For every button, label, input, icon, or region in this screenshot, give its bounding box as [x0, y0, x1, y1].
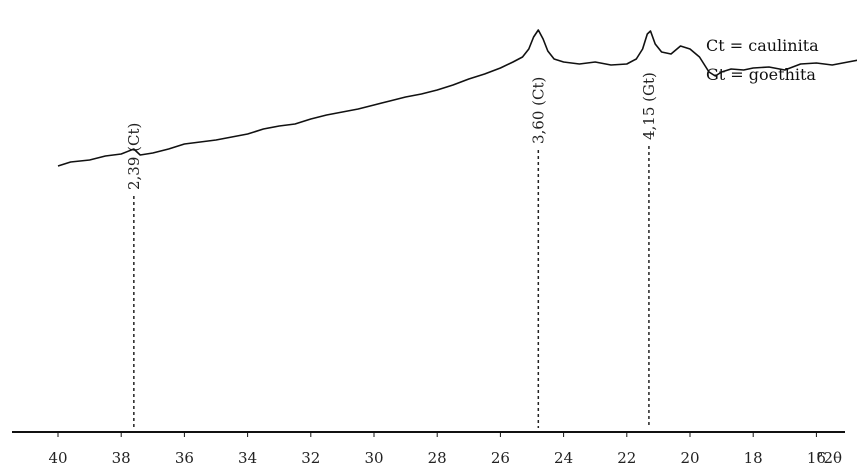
x-tick-label: 26 — [491, 449, 510, 467]
x-tick-label: 28 — [428, 449, 447, 467]
x-ticks: 40383634323028262422201816141210864°2θ — [48, 432, 842, 467]
legend: Ct = caulinita Gt = goethita — [706, 36, 819, 84]
x-tick-label: 22 — [617, 449, 636, 467]
diffraction-trace — [57, 29, 857, 167]
x-tick-label: 18 — [744, 449, 763, 467]
x-tick-label: 24 — [554, 449, 573, 467]
x-tick-label: 36 — [175, 449, 194, 467]
x-tick-label: 38 — [112, 449, 131, 467]
x-tick-label: 30 — [364, 449, 383, 467]
legend-entry-goethita: Gt = goethita — [706, 65, 816, 84]
legend-entry-caulinita: Ct = caulinita — [706, 36, 819, 55]
x-tick-label: 20 — [680, 449, 699, 467]
x-tick-label: 40 — [48, 449, 67, 467]
peak-markers: 2,39 (Ct)3,60 (Ct)4,15 (Gt)7,20 (Ct) — [125, 72, 658, 428]
x-tick-label: 16 — [807, 449, 826, 467]
x-tick-label: 34 — [238, 449, 257, 467]
peak-label: 2,39 (Ct) — [125, 123, 143, 190]
peak-label: 3,60 (Ct) — [529, 77, 547, 144]
x-tick-label: 32 — [301, 449, 320, 467]
peak-label: 4,15 (Gt) — [640, 72, 658, 140]
x-axis-unit-label: °2θ — [816, 449, 842, 467]
